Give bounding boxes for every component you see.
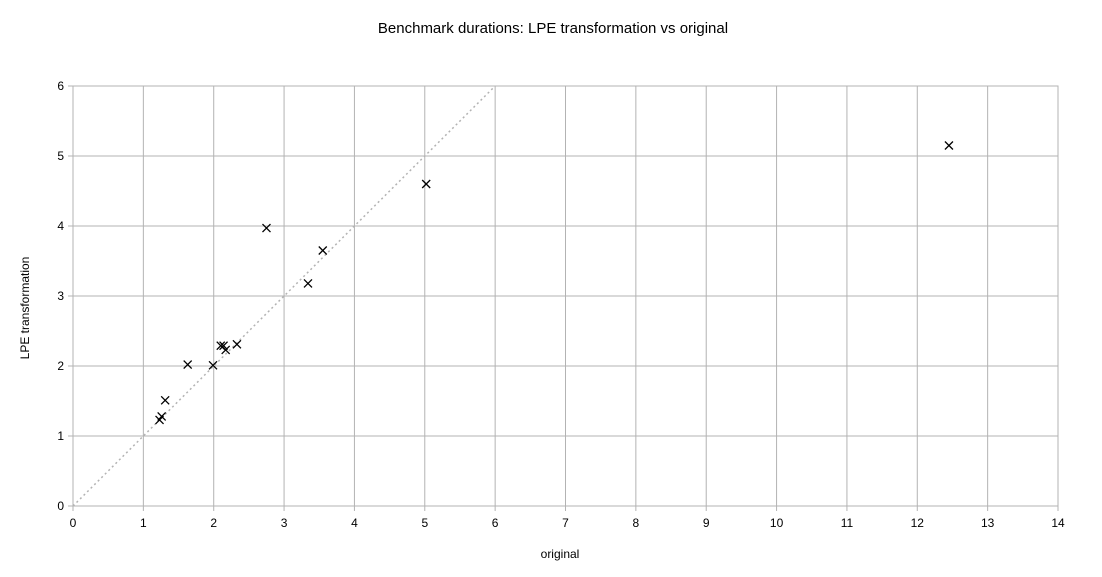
x-tick-label: 14 (1051, 516, 1065, 530)
y-tick-label: 1 (57, 429, 64, 443)
x-tick-label: 5 (421, 516, 428, 530)
plot-area-border (72, 85, 1059, 507)
x-tick-label: 2 (210, 516, 217, 530)
grid-lines (72, 85, 1059, 507)
data-point (303, 278, 313, 288)
y-axis-label: LPE transformation (18, 257, 32, 360)
data-point (944, 141, 954, 150)
x-tick-label: 8 (633, 516, 640, 530)
x-tick-label: 11 (841, 516, 854, 530)
axes (68, 85, 1059, 511)
x-tick-label: 9 (703, 516, 710, 530)
data-point (318, 246, 328, 255)
y-tick-label: 0 (57, 499, 64, 513)
x-tick-label: 12 (911, 516, 925, 530)
x-tick-label: 10 (770, 516, 784, 530)
x-tick-label: 0 (70, 516, 77, 530)
data-point (183, 360, 193, 370)
data-point (219, 341, 229, 351)
y-tick-label: 4 (57, 219, 64, 233)
x-tick-label: 3 (281, 516, 288, 530)
data-points (155, 141, 954, 425)
y-tick-label: 3 (57, 289, 64, 303)
data-point (208, 360, 218, 370)
data-point (262, 223, 271, 233)
data-point (232, 339, 242, 349)
x-tick-label: 1 (140, 516, 147, 530)
x-tick-label: 6 (492, 516, 499, 530)
x-tick-label: 13 (981, 516, 995, 530)
data-point (421, 179, 431, 189)
reference-line-group (72, 85, 496, 507)
y-tick-label: 6 (57, 79, 64, 93)
data-point (155, 415, 164, 425)
x-tick-label: 4 (351, 516, 358, 530)
y-tick-label: 2 (57, 359, 64, 373)
x-tick-label: 7 (562, 516, 569, 530)
chart-title: Benchmark durations: LPE transformation … (378, 20, 728, 37)
reference-line (72, 85, 496, 507)
x-axis-label: original (541, 547, 580, 561)
data-point (221, 345, 231, 355)
y-tick-label: 5 (57, 149, 64, 163)
data-point (160, 395, 170, 405)
